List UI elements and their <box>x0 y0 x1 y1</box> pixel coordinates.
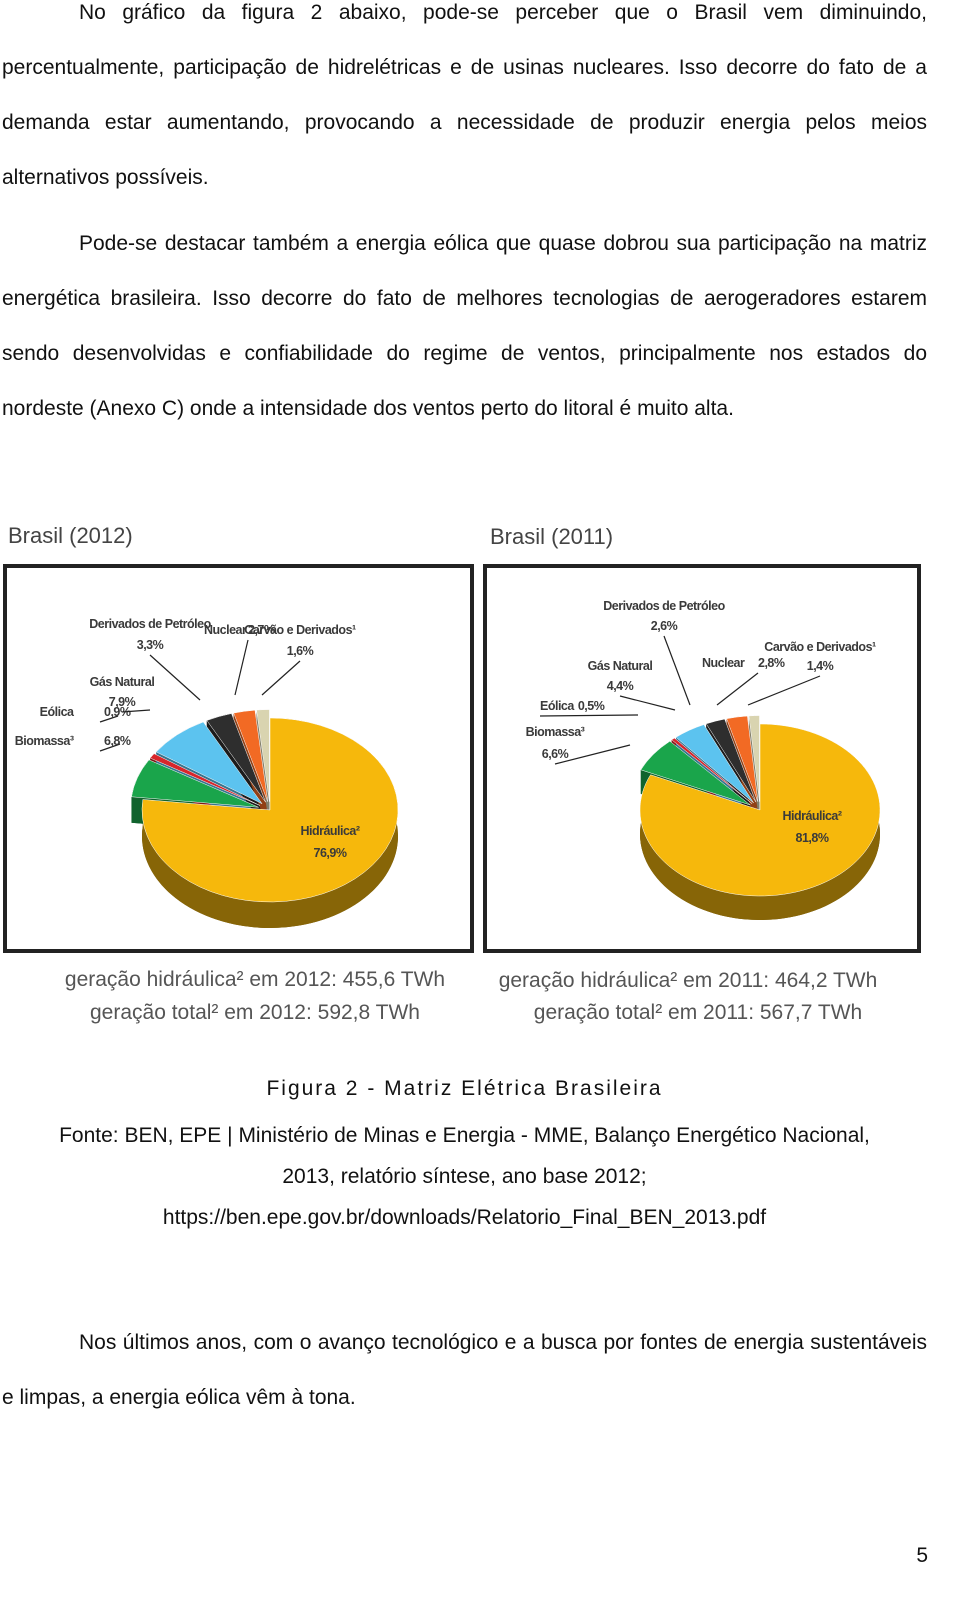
source-line: https://ben.epe.gov.br/downloads/Relator… <box>162 1206 767 1229</box>
pie-slice <box>705 718 757 803</box>
leader-line <box>663 635 691 706</box>
slice-value-label: 81,8% <box>796 831 829 845</box>
paragraph: No gráfico da figura 2 abaixo, pode-se p… <box>2 1 927 189</box>
leader-line <box>149 654 201 701</box>
slice-value-label: 0,5% <box>578 699 605 713</box>
chart-title: Brasil (2011) <box>490 524 613 549</box>
slice-label: Nuclear <box>702 656 745 670</box>
chart-title: Brasil (2012) <box>8 523 133 548</box>
slice-value-label: 2,8% <box>758 656 785 670</box>
pie-slice <box>726 715 759 802</box>
slice-label: Carvão e Derivados¹ <box>764 640 876 654</box>
source-line: Fonte: BEN, EPE | Ministério de Minas e … <box>59 1124 870 1147</box>
slice-label: Hidráulica² <box>300 824 359 838</box>
figure: Brasil (2012) geração hidráulica² em 2012… <box>3 523 921 1024</box>
slice-label: Gás Natural <box>588 659 653 673</box>
slice-label: Eólica <box>540 699 575 713</box>
slice-value-label: 0,9% <box>104 705 131 719</box>
slice-label: Derivados de Petróleo <box>603 599 725 613</box>
leader-line <box>539 714 639 717</box>
slice-label: Gás Natural <box>90 675 155 689</box>
leader-line <box>261 660 301 696</box>
slice-label: Nuclear <box>204 623 247 637</box>
paragraph: Nos últimos anos, com o avanço tecnológi… <box>2 1331 927 1409</box>
pie-slice <box>141 717 399 903</box>
pie-slice <box>256 709 270 802</box>
pie-slice <box>155 721 263 804</box>
slice-value-label: 6,8% <box>104 734 131 748</box>
slice-label: Biomassa³ <box>526 725 585 739</box>
leader-line <box>716 672 759 706</box>
chart-note: geração total² em 2012: 592,8 TWh <box>90 1001 420 1024</box>
source-line: 2013, relatório síntese, ano base 2012; <box>282 1165 647 1188</box>
slice-label: Biomassa³ <box>15 734 74 748</box>
pie-slice <box>640 740 751 806</box>
pie-slice <box>233 709 269 802</box>
slice-value-label: 6,6% <box>542 747 569 761</box>
pie-slice <box>131 759 259 808</box>
slice-value-label: 3,3% <box>137 638 164 652</box>
paragraph: Pode-se destacar também a energia eólica… <box>2 232 927 420</box>
leader-line <box>554 744 631 765</box>
slice-label: Hidráulica² <box>782 809 841 823</box>
page-number: 5 <box>916 1544 928 1567</box>
leader-line <box>747 675 821 706</box>
leader-line <box>234 639 249 696</box>
pie-slice <box>149 753 261 806</box>
leader-line <box>121 709 151 713</box>
slice-value-label: 4,4% <box>607 679 634 693</box>
slice-label: Eólica <box>40 705 75 719</box>
figure-caption: Figura 2 - Matriz Elétrica Brasileira <box>266 1077 663 1100</box>
slice-label: Carvão e Derivados¹ <box>244 623 356 637</box>
pie-slice <box>671 737 753 804</box>
slice-value-label: 1,6% <box>287 644 314 658</box>
chart-note: geração total² em 2011: 567,7 TWh <box>534 1001 862 1024</box>
pie-slice <box>748 715 760 802</box>
leader-line <box>99 715 119 723</box>
pie-slice <box>206 713 266 803</box>
slice-value-label: 7,9% <box>109 695 136 709</box>
leader-line <box>99 743 121 752</box>
chart-note: geração hidráulica² em 2011: 464,2 TWh <box>499 969 878 992</box>
slice-value-label: 1,4% <box>807 659 834 673</box>
leader-line <box>619 695 676 711</box>
pie-slice <box>675 724 754 804</box>
slice-label: Derivados de Petróleo <box>89 617 211 631</box>
slice-value-label: 2,6% <box>651 619 678 633</box>
chart-note: geração hidráulica² em 2012: 455,6 TWh <box>65 968 445 991</box>
pie-slice <box>639 723 881 897</box>
slice-value-label: 2,7% <box>248 623 275 637</box>
slice-value-label: 76,9% <box>314 846 347 860</box>
